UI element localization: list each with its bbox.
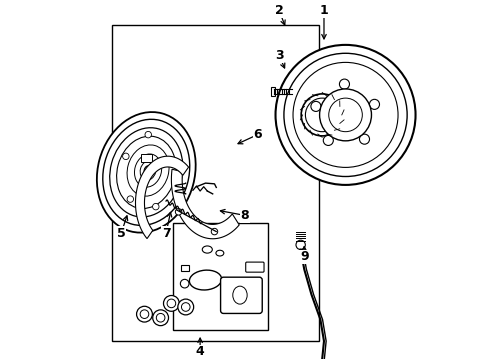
Ellipse shape <box>97 112 196 233</box>
FancyBboxPatch shape <box>220 277 262 314</box>
Ellipse shape <box>190 270 221 290</box>
Ellipse shape <box>103 119 190 225</box>
FancyBboxPatch shape <box>245 262 264 272</box>
Circle shape <box>301 94 343 136</box>
Circle shape <box>305 98 339 132</box>
Text: 8: 8 <box>241 209 249 222</box>
Circle shape <box>152 203 159 210</box>
Ellipse shape <box>216 250 224 256</box>
Circle shape <box>122 153 129 159</box>
Bar <box>271 87 275 96</box>
Text: 2: 2 <box>275 4 284 17</box>
Circle shape <box>284 53 407 176</box>
Circle shape <box>323 135 333 145</box>
Bar <box>141 154 151 162</box>
Ellipse shape <box>134 154 162 187</box>
Circle shape <box>340 79 349 89</box>
Circle shape <box>275 45 416 185</box>
Ellipse shape <box>144 166 152 175</box>
Circle shape <box>369 99 380 109</box>
Ellipse shape <box>110 128 183 217</box>
Text: 7: 7 <box>162 227 171 240</box>
Text: 1: 1 <box>319 4 328 17</box>
Polygon shape <box>172 169 239 239</box>
Circle shape <box>165 159 172 166</box>
Circle shape <box>308 101 336 129</box>
Circle shape <box>140 310 149 319</box>
Text: 3: 3 <box>275 49 283 62</box>
Circle shape <box>329 98 362 132</box>
Circle shape <box>164 296 179 311</box>
Circle shape <box>293 62 398 167</box>
Circle shape <box>137 306 152 322</box>
Polygon shape <box>136 156 189 239</box>
Text: 9: 9 <box>300 250 309 263</box>
Circle shape <box>175 208 182 215</box>
Circle shape <box>167 299 176 308</box>
Circle shape <box>360 134 369 144</box>
Text: 5: 5 <box>117 227 125 240</box>
Circle shape <box>296 240 305 249</box>
Ellipse shape <box>127 145 169 196</box>
Circle shape <box>145 131 151 138</box>
Bar <box>173 222 269 330</box>
Circle shape <box>211 228 218 235</box>
Circle shape <box>181 303 190 311</box>
Ellipse shape <box>140 161 156 180</box>
Circle shape <box>180 279 189 288</box>
Text: 6: 6 <box>253 128 262 141</box>
Circle shape <box>156 314 165 322</box>
Ellipse shape <box>202 246 212 253</box>
Ellipse shape <box>233 286 247 304</box>
Bar <box>181 265 189 271</box>
Ellipse shape <box>117 136 176 208</box>
Circle shape <box>153 310 169 326</box>
Circle shape <box>319 89 371 141</box>
Bar <box>112 25 318 341</box>
Circle shape <box>178 299 194 315</box>
Circle shape <box>127 196 134 202</box>
Circle shape <box>311 102 321 112</box>
Text: 4: 4 <box>196 345 204 358</box>
